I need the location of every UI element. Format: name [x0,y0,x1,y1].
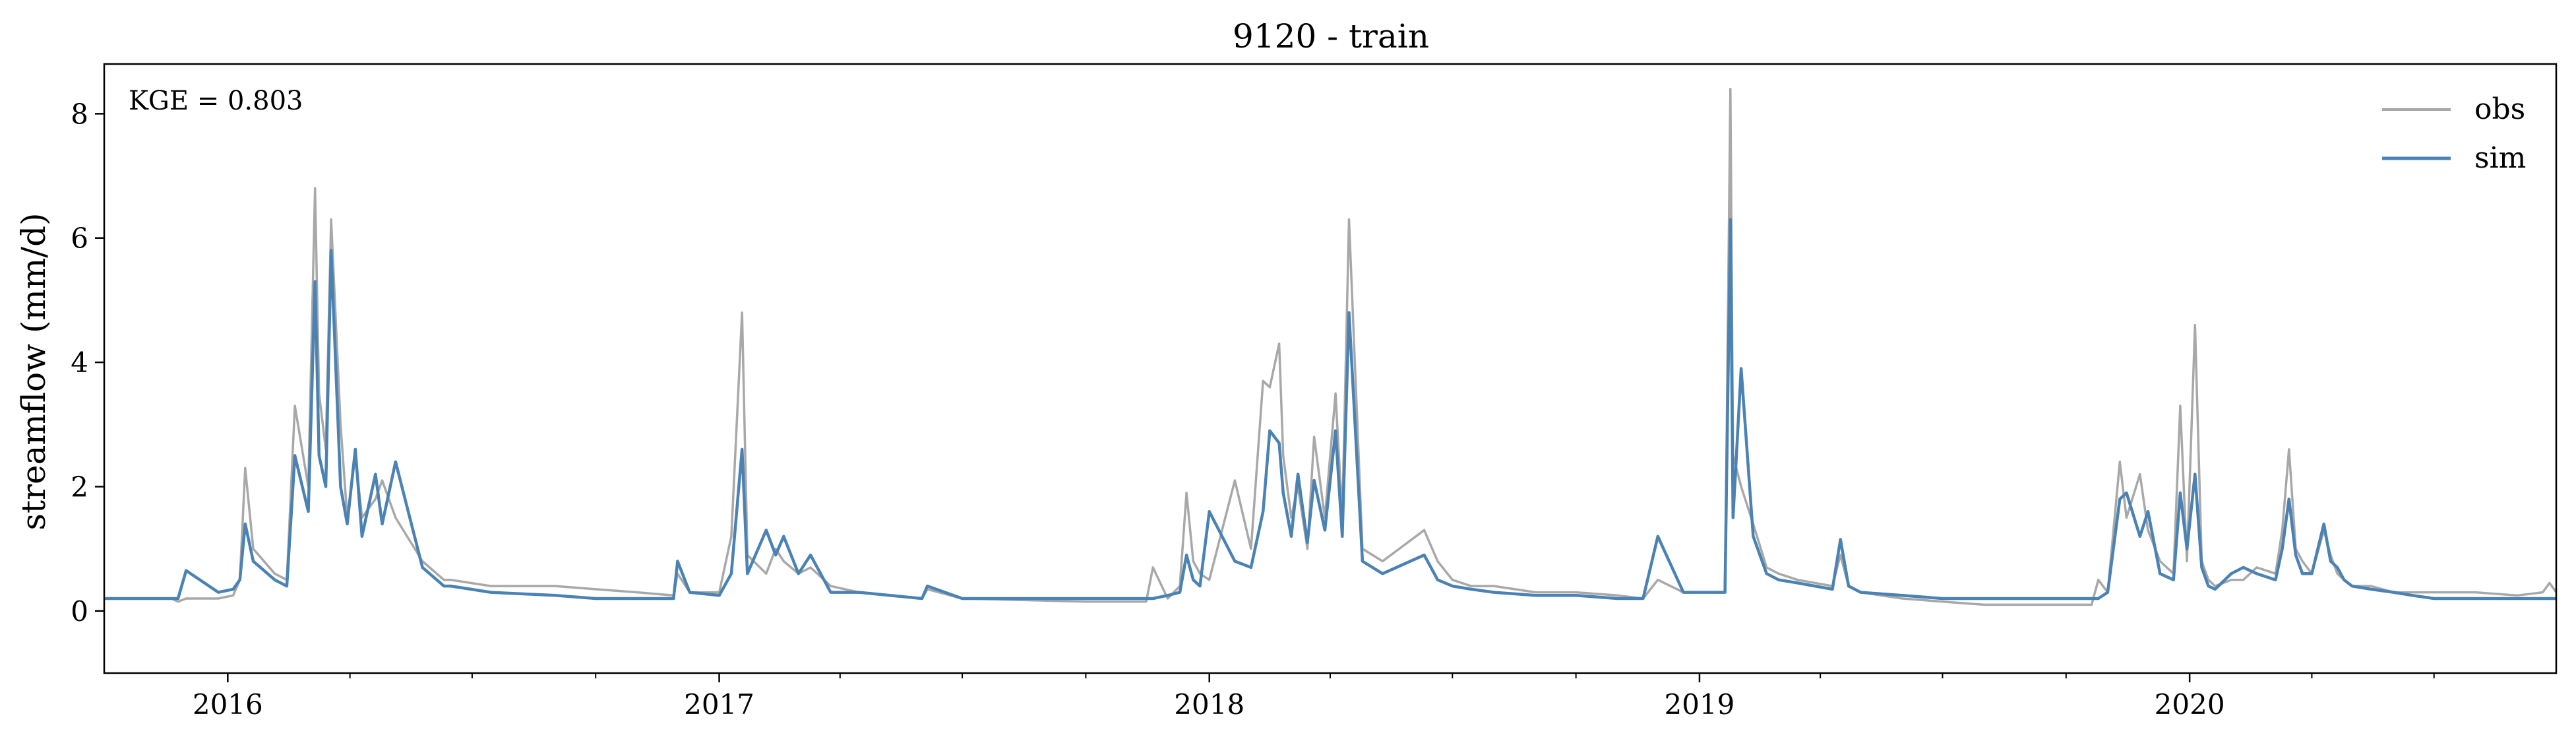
x-tick-label-2019: 2019 [1664,688,1734,721]
axes-layer: 0 2 4 6 8 2016 2017 2018 2019 2020 [71,63,2558,721]
legend-sim-label: sim [2474,141,2526,175]
series-layer [104,87,2558,606]
y-axis-label: streamflow (mm/d) [15,212,53,530]
x-tick-label-2020: 2020 [2155,688,2225,721]
y-tick-label-0: 0 [71,595,88,628]
y-tick-label-2: 2 [71,471,88,503]
sim-series-line [104,218,2556,601]
x-tick-label-2017: 2017 [684,688,754,721]
x-tick-label-2018: 2018 [1174,688,1244,721]
x-tick-label-2016: 2016 [193,688,263,721]
chart-title: 9120 - train [1233,17,1429,55]
legend-obs-label: obs [2474,92,2525,126]
kge-annotation: KGE = 0.803 [129,86,303,116]
y-tick-label-6: 6 [71,222,88,255]
legend: obs sim [2382,92,2526,175]
y-tick-label-8: 8 [71,98,88,130]
y-tick-label-4: 4 [71,346,88,379]
plot-frame [103,63,2558,674]
